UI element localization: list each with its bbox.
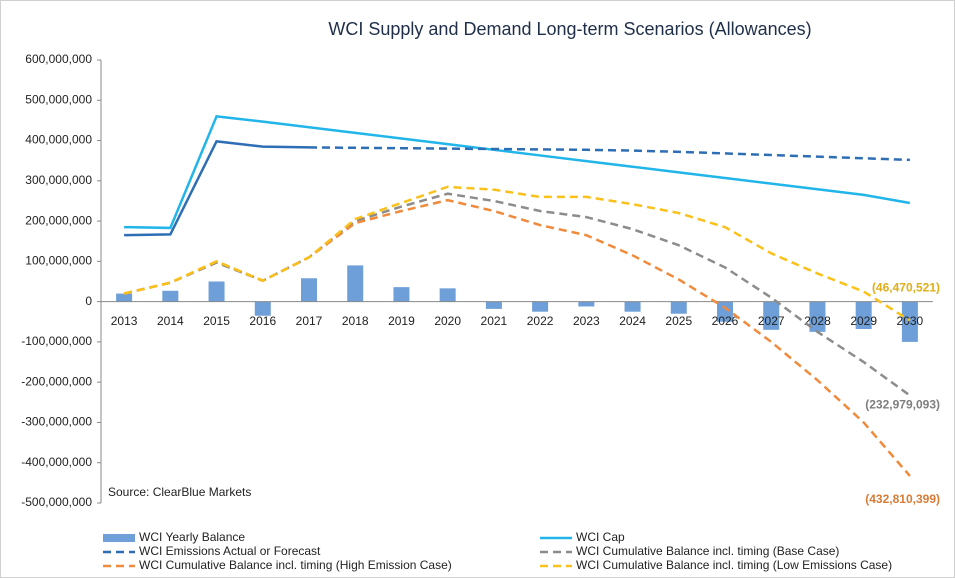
x-tick-label: 2016 [249, 314, 276, 328]
bar [578, 301, 595, 307]
data-label: (232,979,093) [865, 398, 940, 412]
line [123, 198, 911, 477]
bar [717, 301, 733, 322]
source-note: Source: ClearBlue Markets [108, 485, 251, 499]
bar [485, 301, 502, 309]
legend-label: WCI Cumulative Balance incl. timing (Hig… [139, 558, 452, 572]
bar [208, 281, 225, 302]
data-label: (432,810,399) [865, 492, 940, 506]
x-tick-label: 2021 [481, 314, 508, 328]
legend-label: WCI Cap [576, 530, 625, 544]
y-tick-label: 100,000,000 [25, 254, 92, 268]
bar [670, 301, 687, 314]
x-tick-label: 2026 [712, 314, 739, 328]
bar [901, 301, 918, 342]
x-tick-label: 2030 [897, 314, 924, 328]
y-tick-label: -100,000,000 [21, 334, 92, 348]
legend-label: WCI Cumulative Balance incl. timing (Bas… [576, 544, 839, 558]
bar [532, 301, 549, 312]
legend-swatch [103, 534, 135, 542]
x-tick-label: 2022 [527, 314, 554, 328]
bar [301, 278, 317, 302]
chart-title: WCI Supply and Demand Long-term Scenario… [328, 19, 811, 39]
y-tick-label: -500,000,000 [21, 495, 92, 509]
x-tick-label: 2023 [573, 314, 600, 328]
x-tick-label: 2015 [203, 314, 230, 328]
bar [347, 265, 364, 302]
line [308, 146, 910, 162]
x-tick-label: 2025 [665, 314, 692, 328]
x-tick-label: 2013 [111, 314, 138, 328]
y-tick-label: -300,000,000 [21, 415, 92, 429]
x-tick-label: 2024 [619, 314, 646, 328]
legend-label: WCI Emissions Actual or Forecast [139, 544, 321, 558]
bar [439, 288, 456, 302]
data-label: (46,470,521) [872, 281, 940, 295]
y-tick-label: 300,000,000 [25, 173, 92, 187]
bar [855, 301, 872, 330]
y-tick-label: 600,000,000 [25, 52, 92, 66]
bar [162, 290, 179, 302]
bar [809, 301, 826, 332]
y-tick-label: 400,000,000 [25, 133, 92, 147]
bar [116, 293, 133, 302]
x-tick-label: 2019 [388, 314, 415, 328]
line [124, 140, 310, 237]
x-tick-label: 2028 [804, 314, 831, 328]
line [124, 115, 911, 230]
y-tick-label: -200,000,000 [21, 374, 92, 388]
y-tick-label: 200,000,000 [25, 213, 92, 227]
legend-label: WCI Yearly Balance [139, 530, 245, 544]
bar [254, 301, 271, 316]
bar [393, 287, 410, 302]
x-tick-label: 2017 [296, 314, 323, 328]
y-tick-label: -400,000,000 [21, 455, 92, 469]
x-tick-label: 2027 [758, 314, 785, 328]
line [123, 192, 911, 397]
x-tick-label: 2018 [342, 314, 369, 328]
x-tick-label: 2029 [850, 314, 877, 328]
bar [624, 301, 641, 312]
x-tick-label: 2014 [157, 314, 184, 328]
legend-label: WCI Cumulative Balance incl. timing (Low… [576, 558, 892, 572]
y-tick-label: 0 [85, 294, 92, 308]
bar [763, 301, 780, 330]
x-tick-label: 2020 [434, 314, 461, 328]
y-tick-label: 500,000,000 [25, 92, 92, 106]
